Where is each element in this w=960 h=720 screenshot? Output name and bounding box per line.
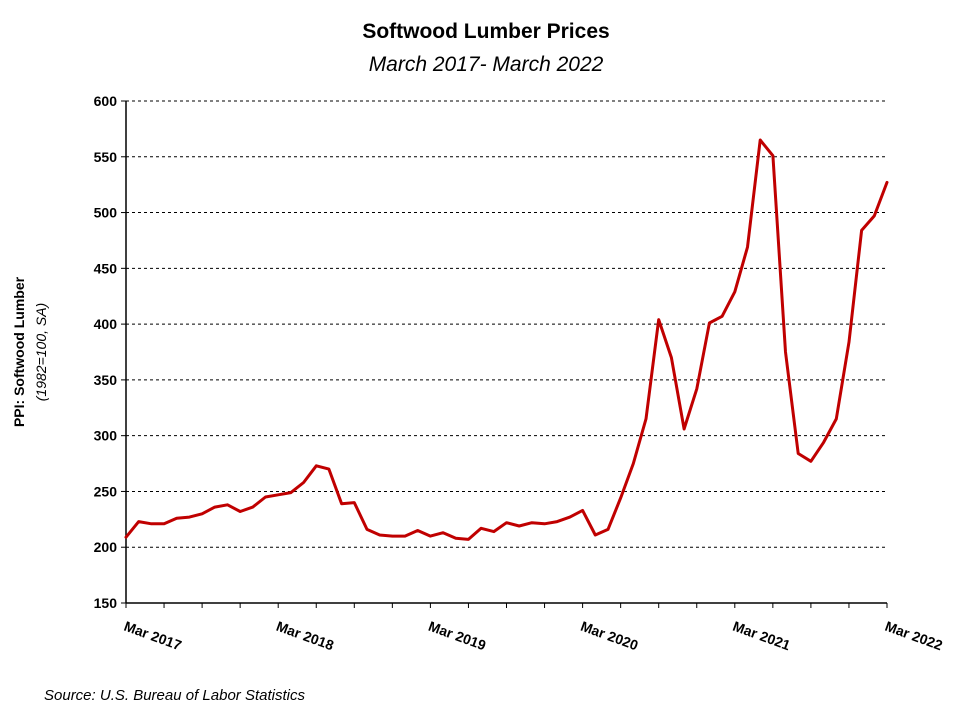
- y-tick-label: 600: [94, 93, 118, 109]
- y-axis-note-group: (1982=100, SA): [33, 303, 49, 401]
- y-tick-label: 250: [94, 483, 118, 499]
- x-axis-ticks: Mar 2017 Mar 2018 Mar 2019 Mar 2020 Mar 2021…: [122, 603, 945, 653]
- y-axis-title-group: PPI: Softwood Lumber: [11, 276, 27, 427]
- x-tick-label: Mar 2017: [122, 618, 184, 654]
- chart-title: Softwood Lumber Prices: [362, 20, 609, 43]
- y-axis-label: PPI: Softwood Lumber: [11, 276, 27, 427]
- x-tick-label: Mar 2021: [731, 618, 793, 654]
- y-tick-label: 150: [94, 595, 118, 611]
- y-tick-label: 300: [94, 428, 118, 444]
- y-tick-label: 350: [94, 372, 118, 388]
- source-note: Source: U.S. Bureau of Labor Statistics: [44, 687, 305, 704]
- y-tick-label: 500: [94, 205, 118, 221]
- x-tick-label: Mar 2020: [579, 618, 641, 654]
- y-tick-label: 400: [94, 316, 118, 332]
- series-line-lumber-ppi: [124, 138, 889, 541]
- y-axis-label-note: (1982=100, SA): [33, 303, 49, 401]
- x-tick-label: Mar 2022: [883, 618, 945, 654]
- gridlines: [126, 100, 887, 548]
- y-tick-label: 200: [94, 539, 118, 555]
- chart-subtitle: March 2017- March 2022: [369, 53, 604, 76]
- y-tick-label: 550: [94, 149, 118, 165]
- y-tick-labels: 150 200 250 300 350 400 450 500 550 600: [94, 93, 126, 611]
- x-tick-label: Mar 2018: [274, 618, 336, 654]
- x-tick-label: Mar 2019: [426, 618, 488, 654]
- y-tick-label: 450: [94, 260, 118, 276]
- series-layer: [124, 138, 889, 541]
